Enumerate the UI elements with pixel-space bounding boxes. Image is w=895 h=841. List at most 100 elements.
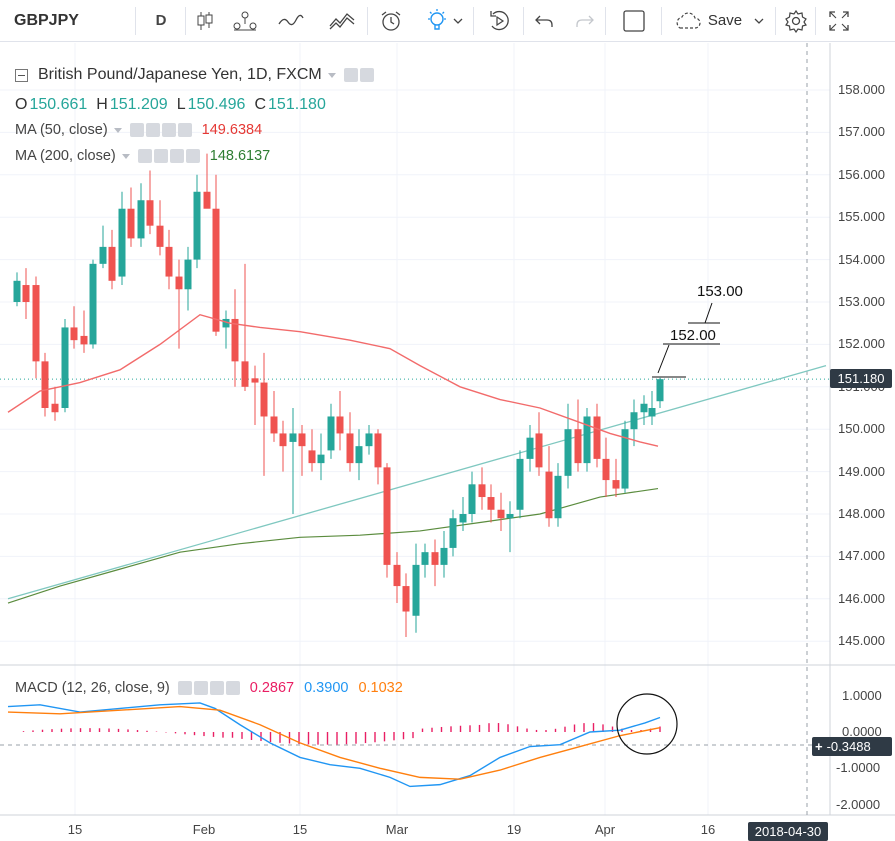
price-axis-label: 155.000 [838, 209, 885, 225]
candle-body [506, 514, 514, 519]
candle-body [270, 416, 278, 434]
candle-body [137, 200, 145, 239]
fullscreen-toggle-button[interactable] [606, 0, 662, 42]
candle-body [656, 379, 664, 402]
bar-style-button[interactable] [186, 0, 224, 42]
candle-body [516, 458, 524, 510]
candle-body [32, 285, 40, 362]
collapse-icon[interactable] [15, 68, 28, 82]
chart-area[interactable] [0, 43, 895, 841]
candle-body [640, 403, 648, 413]
legend-controls[interactable] [343, 68, 374, 82]
candle-body [222, 318, 230, 328]
undo-button[interactable] [524, 0, 564, 42]
chart-title: British Pound/Japanese Yen, 1D, FXCM [38, 66, 322, 83]
candle-body [89, 263, 97, 345]
eye-icon [177, 681, 192, 695]
macd-legend[interactable]: MACD (12, 26, close, 9) 0.2867 0.3900 0.… [15, 680, 403, 696]
candle-body [374, 433, 382, 468]
ma200-controls[interactable] [137, 149, 200, 163]
macd-axis-label: -1.0000 [836, 760, 881, 776]
candles-icon [197, 11, 213, 30]
gear-icon [359, 68, 374, 82]
compare-button[interactable] [224, 0, 266, 42]
candle-body [355, 446, 363, 464]
target-annotation-lines[interactable] [652, 302, 720, 378]
time-axis-label: Mar [385, 822, 409, 837]
candle-body [574, 429, 582, 464]
candle-body [193, 191, 201, 260]
low-key: L [176, 96, 186, 113]
replay-button[interactable] [474, 0, 524, 42]
trendline[interactable] [7, 364, 827, 600]
templates-button[interactable] [316, 0, 368, 42]
price-axis-label: 150.000 [838, 421, 885, 437]
candle-body [317, 454, 325, 464]
high-key: H [96, 96, 108, 113]
square-icon [623, 9, 645, 32]
ma50-controls[interactable] [129, 123, 192, 137]
candle-body [327, 416, 335, 451]
redo-button[interactable] [564, 0, 606, 42]
ma200-legend[interactable]: MA (200, close) 148.6137 [15, 148, 270, 164]
candle-body [648, 408, 656, 417]
price-axis-label: 154.000 [838, 251, 885, 267]
candle-body [526, 437, 534, 459]
macd-controls[interactable] [177, 681, 240, 695]
gear-icon [153, 149, 168, 163]
macd-pane [7, 702, 661, 788]
close-icon [177, 123, 192, 137]
macd-line [7, 702, 661, 788]
redo-icon [576, 15, 594, 27]
candle-body [80, 335, 88, 345]
candle-body [402, 586, 410, 612]
time-axis-label: 16 [700, 822, 716, 837]
templates-icon [329, 12, 355, 29]
caret-down-icon[interactable] [121, 153, 130, 159]
candle-body [99, 246, 107, 264]
save-button[interactable]: Save [662, 0, 776, 42]
price-axis-label: 157.000 [838, 124, 885, 140]
candle-body [545, 471, 553, 519]
expand-icon [829, 10, 849, 31]
ma50-legend[interactable]: MA (50, close) 149.6384 [15, 122, 262, 138]
close-value: 151.180 [268, 96, 326, 113]
candle-body [459, 514, 467, 523]
interval-button[interactable]: D [136, 0, 186, 42]
candle-body [108, 246, 116, 281]
symbol-label: GBPJPY [14, 11, 79, 29]
chevron-down-icon [754, 18, 764, 24]
indicators-button[interactable] [266, 0, 316, 42]
candle-body [431, 552, 439, 565]
macd-axis-label: 0.0000 [842, 724, 882, 739]
interval-label: D [155, 12, 167, 29]
caret-down-icon[interactable] [327, 72, 336, 78]
candle-body [308, 450, 316, 464]
candle-body [593, 416, 601, 459]
pane-separators [0, 43, 895, 816]
target-connector [704, 302, 713, 324]
time-axis-label: Feb [192, 822, 216, 837]
candle-body [22, 285, 30, 302]
close-key: C [254, 96, 267, 113]
candle-body [203, 191, 211, 209]
candle-body [289, 433, 297, 442]
caret-down-icon[interactable] [113, 127, 122, 133]
highlight-circle[interactable] [616, 693, 678, 755]
macd-line-value: 0.3900 [304, 680, 349, 696]
close-icon [185, 149, 200, 163]
candle-body [175, 276, 183, 290]
settings-button[interactable] [776, 0, 816, 42]
fullscreen-button[interactable] [816, 0, 862, 42]
candle-body [383, 467, 391, 565]
gear-icon [193, 681, 208, 695]
symbol-search-button[interactable]: GBPJPY [0, 0, 136, 42]
alert-button[interactable] [368, 0, 414, 42]
candle-body [184, 259, 192, 290]
last-price-tag: 151.180 [830, 369, 892, 388]
highlight-circle-shape [616, 693, 678, 755]
replay-menu-button[interactable] [414, 0, 474, 42]
candle-body [583, 416, 591, 464]
candle-body [13, 280, 21, 302]
indicator-line-icon [278, 14, 304, 25]
